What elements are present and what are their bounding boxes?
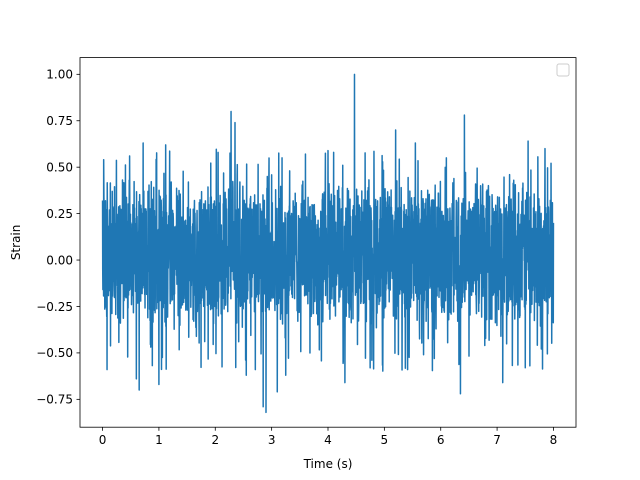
x-tick-label: 0: [99, 433, 107, 447]
y-tick-label: 0.50: [46, 160, 73, 174]
x-tick-label: 3: [268, 433, 276, 447]
y-axis-title: Strain: [9, 225, 23, 261]
y-tick-label: −0.50: [36, 346, 73, 360]
x-tick-label: 5: [381, 433, 389, 447]
y-tick-label: −0.75: [36, 393, 73, 407]
series-layer: [101, 73, 555, 414]
y-tick-label: 1.00: [46, 68, 73, 82]
x-axis: 0 1 2 3 4 5 6 7 8: [99, 427, 558, 447]
legend-box[interactable]: [556, 63, 570, 77]
y-tick-label: 0.25: [46, 207, 73, 221]
y-tick-label: 0.00: [46, 253, 73, 267]
y-tick-label: −0.25: [36, 300, 73, 314]
x-axis-title: Time (s): [303, 457, 353, 471]
x-tick-label: 4: [324, 433, 332, 447]
x-tick-label: 8: [550, 433, 558, 447]
x-tick-label: 1: [155, 433, 163, 447]
x-tick-label: 6: [437, 433, 445, 447]
y-axis: −0.75 −0.50 −0.25 0.00 0.25 0.50 0.75 1.00: [36, 68, 80, 407]
strain-series-line: [101, 73, 555, 414]
x-tick-label: 7: [493, 433, 501, 447]
y-tick-label: 0.75: [46, 114, 73, 128]
x-tick-label: 2: [211, 433, 219, 447]
